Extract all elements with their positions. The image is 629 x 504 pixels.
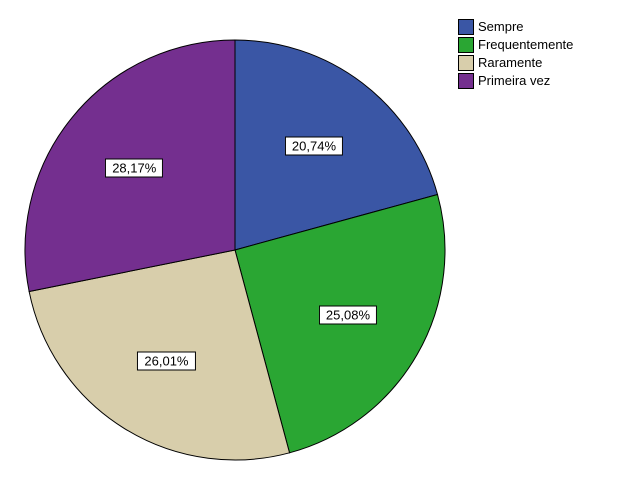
pie-chart-container: SempreFrequentementeRaramentePrimeira ve… xyxy=(0,0,629,504)
legend-swatch-primeira-vez xyxy=(458,73,474,89)
slice-label-frequentemente: 25,08% xyxy=(319,305,377,324)
legend-swatch-frequentemente xyxy=(458,37,474,53)
slice-label-primeira-vez: 28,17% xyxy=(105,158,163,177)
legend-swatch-raramente xyxy=(458,55,474,71)
legend-item-sempre: Sempre xyxy=(458,18,573,36)
legend-label-raramente: Raramente xyxy=(478,54,542,72)
legend-label-sempre: Sempre xyxy=(478,18,524,36)
slice-label-raramente: 26,01% xyxy=(137,351,195,370)
legend: SempreFrequentementeRaramentePrimeira ve… xyxy=(458,18,573,90)
slice-label-sempre: 20,74% xyxy=(285,137,343,156)
legend-swatch-sempre xyxy=(458,19,474,35)
legend-item-raramente: Raramente xyxy=(458,54,573,72)
legend-label-frequentemente: Frequentemente xyxy=(478,36,573,54)
legend-item-primeira-vez: Primeira vez xyxy=(458,72,573,90)
legend-item-frequentemente: Frequentemente xyxy=(458,36,573,54)
legend-label-primeira-vez: Primeira vez xyxy=(478,72,550,90)
